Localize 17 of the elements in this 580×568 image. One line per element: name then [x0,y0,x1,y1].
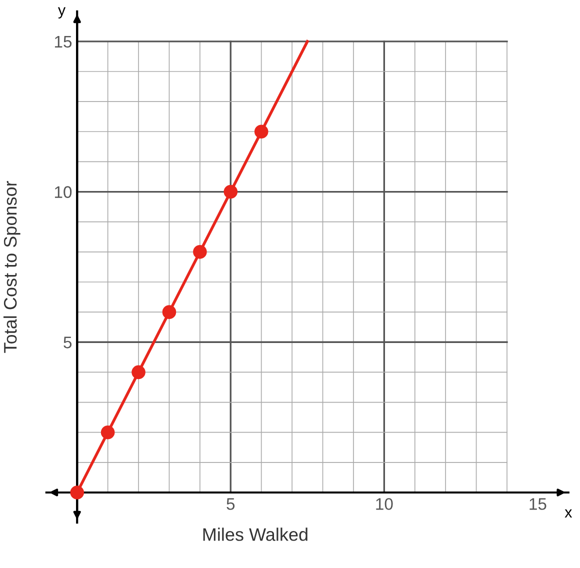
point [224,184,238,199]
point [162,305,176,319]
y-tick-label: 15 [54,36,72,48]
point [193,245,207,259]
x-tick-label: 5 [226,498,235,510]
point [70,486,84,500]
y-tick-label: 5 [64,336,72,348]
y-tick-label: 10 [54,186,72,198]
point [100,425,115,440]
point [132,365,146,380]
y-axis-title: Total Cost to Sponsor [3,180,20,353]
x-axis-title: Miles Walked [203,528,308,541]
annotation: x [564,509,572,518]
point [254,124,268,139]
x-tick-label: 10 [376,498,393,510]
x-tick-label: 15 [530,498,546,510]
annotation: y [58,7,66,18]
